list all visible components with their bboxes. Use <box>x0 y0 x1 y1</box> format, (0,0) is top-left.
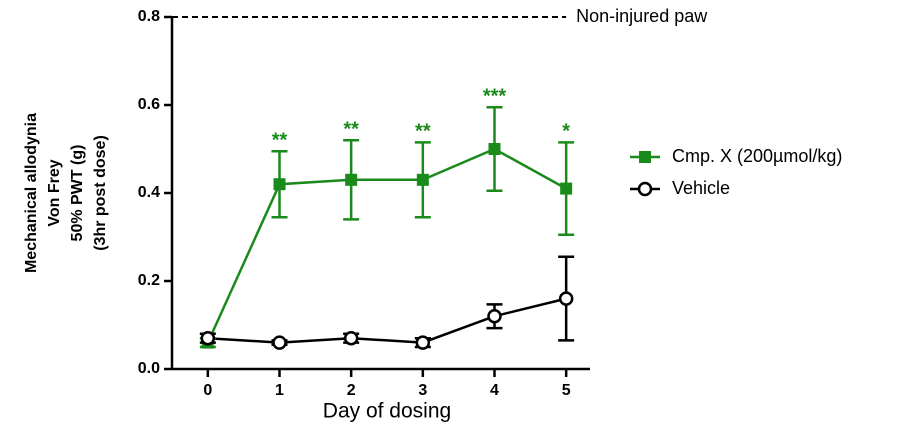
marker <box>487 308 502 324</box>
series-line <box>207 297 567 344</box>
marker <box>273 178 286 191</box>
marker <box>272 335 287 350</box>
significance-label: ** <box>415 121 431 143</box>
legend-marker <box>639 151 651 163</box>
series-line <box>206 147 567 344</box>
significance-label: ** <box>343 118 359 140</box>
y-axis-label: 50% PWT (g) <box>69 145 86 242</box>
marker <box>200 330 216 346</box>
y-tick-label: 0.2 <box>138 272 160 289</box>
significance-label: *** <box>483 85 507 107</box>
x-axis-label: Day of dosing <box>323 400 451 423</box>
marker <box>558 291 574 306</box>
legend-label: Cmp. X (200µmol/kg) <box>672 146 842 166</box>
y-axis-label: (3hr post dose) <box>92 135 109 251</box>
x-tick-label: 3 <box>418 382 427 399</box>
significance-label: * <box>562 121 570 143</box>
x-tick-label: 0 <box>203 382 212 399</box>
marker <box>560 182 573 195</box>
legend-marker <box>637 181 653 197</box>
x-tick-label: 2 <box>347 382 356 399</box>
x-tick-label: 1 <box>275 382 284 399</box>
y-tick-label: 0.6 <box>138 96 160 113</box>
legend-label: Vehicle <box>672 178 730 198</box>
reference-label: Non-injured paw <box>576 6 708 26</box>
marker <box>416 173 429 186</box>
marker <box>345 173 358 186</box>
y-tick-label: 0.8 <box>138 8 160 25</box>
y-axis-label: Von Frey <box>46 159 63 226</box>
x-tick-label: 4 <box>490 382 499 399</box>
x-tick-label: 5 <box>562 382 571 399</box>
marker <box>415 335 431 350</box>
marker <box>488 143 501 155</box>
marker <box>343 330 359 346</box>
y-tick-label: 0.4 <box>138 184 160 201</box>
significance-label: ** <box>272 129 288 151</box>
y-axis-label: Mechanical allodynia <box>23 113 40 273</box>
y-tick-label: 0.0 <box>138 360 160 377</box>
